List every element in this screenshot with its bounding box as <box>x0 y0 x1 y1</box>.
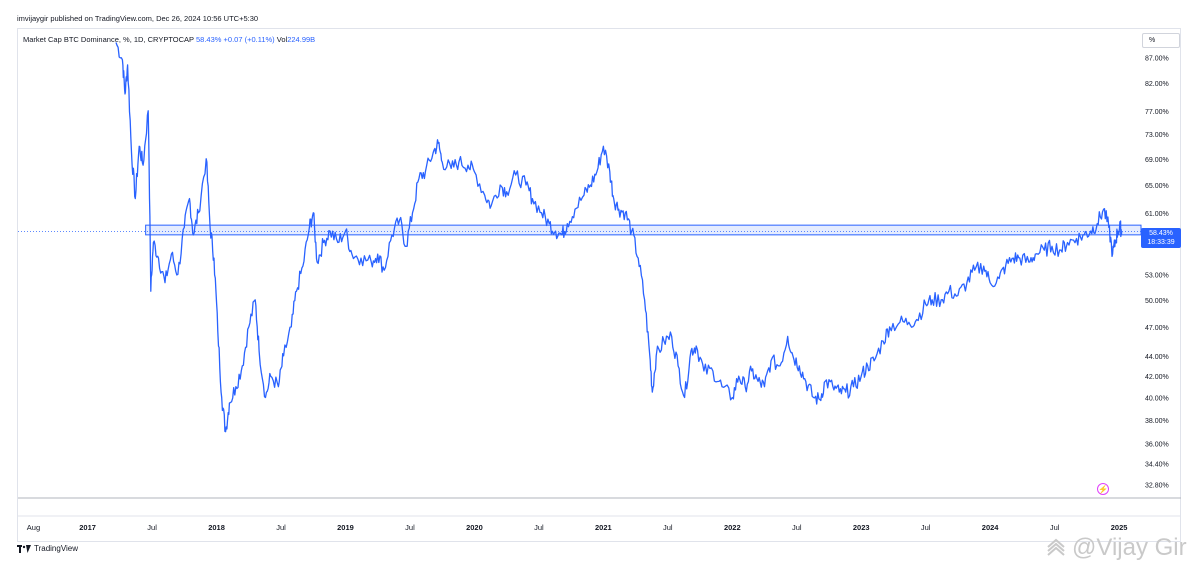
lightning-icon[interactable]: ⚡ <box>1097 483 1109 495</box>
x-tick-label: Jul <box>405 523 415 532</box>
publisher-line: imvijaygir published on TradingView.com,… <box>17 14 259 23</box>
x-tick-label: Jul <box>534 523 544 532</box>
chart-legend: Market Cap BTC Dominance, %, 1D, CRYPTOC… <box>23 35 315 44</box>
x-tick-label: 2024 <box>982 523 1000 532</box>
y-axis: 87.00% 82.00% 77.00% 73.00% 69.00% 65.00% 61.0… <box>1145 55 1169 489</box>
x-tick-label: Jul <box>663 523 673 532</box>
x-tick-label: Jul <box>276 523 286 532</box>
x-tick-label: Jul <box>792 523 802 532</box>
highlight-zone-layer <box>18 224 1142 236</box>
x-tick-label: Aug <box>27 523 40 532</box>
grid-layer <box>18 497 1181 517</box>
y-tick-label: 77.00% <box>1145 109 1169 116</box>
tradingview-logo[interactable]: TradingView <box>17 544 78 553</box>
series-layer <box>115 42 1123 433</box>
y-tick-label: 53.00% <box>1145 272 1169 279</box>
chart-frame <box>17 28 1181 542</box>
y-tick-label: 34.40% <box>1145 462 1169 469</box>
watermark-logo-icon <box>1047 538 1065 556</box>
x-tick-label: 2025 <box>1111 523 1128 532</box>
y-tick-label: 44.00% <box>1145 354 1169 361</box>
watermark-text: @Vijay Gir <box>1072 534 1187 561</box>
bar-countdown: 18:33:39 <box>1147 239 1175 246</box>
y-tick-label: 87.00% <box>1145 55 1169 62</box>
x-tick-label: Jul <box>147 523 157 532</box>
footer-brand: TradingView <box>34 544 79 553</box>
current-price-tag: 58.43% 18:33:39 <box>1141 228 1181 248</box>
y-tick-label: 47.00% <box>1145 325 1169 332</box>
watermark: @Vijay Gir <box>1044 534 1187 562</box>
legend-vol-value: 224.99B <box>287 35 316 44</box>
scale-percent-button[interactable]: % <box>1142 33 1180 48</box>
y-tick-label: 73.00% <box>1145 132 1169 139</box>
x-tick-label: 2017 <box>79 523 96 532</box>
x-axis: Aug 2017 Jul 2018 Jul 2019 Jul 2020 Jul 2021 Jul 20… <box>27 523 1128 532</box>
legend-symbol: Market Cap BTC Dominance, %, 1D, CRYPTOC… <box>23 35 194 44</box>
legend-price: 58.43% <box>196 35 222 44</box>
support-zone-rectangle <box>145 224 1142 236</box>
x-tick-label: Jul <box>921 523 931 532</box>
y-tick-label: 36.00% <box>1145 442 1169 449</box>
x-tick-label: 2022 <box>724 523 741 532</box>
y-tick-label: 32.80% <box>1145 482 1169 489</box>
current-price-value: 58.43% <box>1149 230 1173 237</box>
legend-change: +0.07 (+0.11%) <box>223 35 275 44</box>
series-line <box>115 42 1123 433</box>
x-tick-label: 2020 <box>466 523 483 532</box>
y-tick-label: 40.00% <box>1145 396 1169 403</box>
x-tick-label: 2023 <box>853 523 870 532</box>
x-tick-label: 2021 <box>595 523 612 532</box>
legend-vol-label: Vol <box>276 35 288 44</box>
y-tick-label: 69.00% <box>1145 157 1169 164</box>
x-tick-label: 2018 <box>208 523 225 532</box>
tradingview-icon <box>17 544 31 553</box>
x-tick-label: 2019 <box>337 523 354 532</box>
y-tick-label: 82.00% <box>1145 81 1169 88</box>
y-tick-label: 50.00% <box>1145 298 1169 305</box>
y-tick-label: 65.00% <box>1145 183 1169 190</box>
y-tick-label: 38.00% <box>1145 418 1169 425</box>
x-tick-label: Jul <box>1050 523 1060 532</box>
y-tick-label: 61.00% <box>1145 211 1169 218</box>
y-tick-label: 42.00% <box>1145 374 1169 381</box>
